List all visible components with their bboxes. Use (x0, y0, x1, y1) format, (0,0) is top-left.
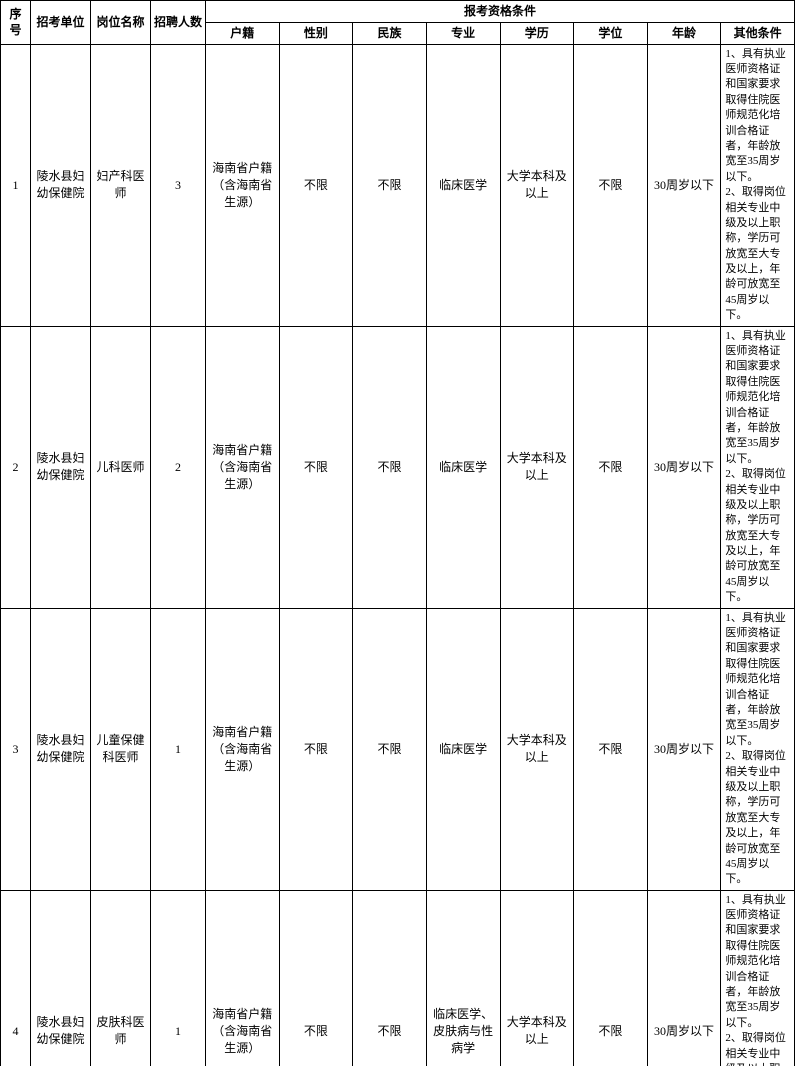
table-header: 序号 招考单位 岗位名称 招聘人数 报考资格条件 户籍 性别 民族 专业 学历 … (1, 1, 795, 45)
cell-nation: 不限 (353, 608, 427, 890)
cell-sex: 不限 (279, 44, 353, 326)
cell-unit: 陵水县妇幼保健院 (31, 44, 91, 326)
cell-huji: 海南省户籍（含海南省生源） (206, 890, 280, 1066)
cell-seq: 4 (1, 890, 31, 1066)
cell-degree: 不限 (574, 44, 648, 326)
cell-major: 临床医学 (426, 326, 500, 608)
cell-edu: 大学本科及以上 (500, 608, 574, 890)
header-huji: 户籍 (206, 22, 280, 44)
cell-edu: 大学本科及以上 (500, 890, 574, 1066)
table-row: 1陵水县妇幼保健院妇产科医师3海南省户籍（含海南省生源）不限不限临床医学大学本科… (1, 44, 795, 326)
cell-major: 临床医学 (426, 608, 500, 890)
cell-other: 1、具有执业医师资格证和国家要求取得住院医师规范化培训合格证者，年龄放宽至35周… (721, 890, 795, 1066)
cell-age: 30周岁以下 (647, 44, 721, 326)
cell-age: 30周岁以下 (647, 608, 721, 890)
cell-sex: 不限 (279, 608, 353, 890)
cell-huji: 海南省户籍（含海南省生源） (206, 608, 280, 890)
header-age: 年龄 (647, 22, 721, 44)
cell-huji: 海南省户籍（含海南省生源） (206, 326, 280, 608)
cell-seq: 2 (1, 326, 31, 608)
cell-huji: 海南省户籍（含海南省生源） (206, 44, 280, 326)
header-unit: 招考单位 (31, 1, 91, 45)
cell-post: 皮肤科医师 (91, 890, 151, 1066)
cell-other: 1、具有执业医师资格证和国家要求取得住院医师规范化培训合格证者，年龄放宽至35周… (721, 608, 795, 890)
cell-post: 儿科医师 (91, 326, 151, 608)
cell-other: 1、具有执业医师资格证和国家要求取得住院医师规范化培训合格证者，年龄放宽至35周… (721, 44, 795, 326)
cell-unit: 陵水县妇幼保健院 (31, 608, 91, 890)
header-row-1: 序号 招考单位 岗位名称 招聘人数 报考资格条件 (1, 1, 795, 23)
cell-nation: 不限 (353, 44, 427, 326)
header-degree: 学位 (574, 22, 648, 44)
cell-age: 30周岁以下 (647, 890, 721, 1066)
cell-num: 3 (151, 44, 206, 326)
cell-degree: 不限 (574, 608, 648, 890)
cell-edu: 大学本科及以上 (500, 44, 574, 326)
header-major: 专业 (426, 22, 500, 44)
header-other: 其他条件 (721, 22, 795, 44)
cell-num: 2 (151, 326, 206, 608)
cell-unit: 陵水县妇幼保健院 (31, 326, 91, 608)
cell-nation: 不限 (353, 326, 427, 608)
cell-degree: 不限 (574, 326, 648, 608)
header-edu: 学历 (500, 22, 574, 44)
cell-sex: 不限 (279, 326, 353, 608)
cell-num: 1 (151, 890, 206, 1066)
cell-major: 临床医学、皮肤病与性病学 (426, 890, 500, 1066)
cell-other: 1、具有执业医师资格证和国家要求取得住院医师规范化培训合格证者，年龄放宽至35周… (721, 326, 795, 608)
cell-major: 临床医学 (426, 44, 500, 326)
table-body: 1陵水县妇幼保健院妇产科医师3海南省户籍（含海南省生源）不限不限临床医学大学本科… (1, 44, 795, 1066)
cell-degree: 不限 (574, 890, 648, 1066)
header-sex: 性别 (279, 22, 353, 44)
header-nation: 民族 (353, 22, 427, 44)
cell-sex: 不限 (279, 890, 353, 1066)
cell-post: 儿童保健科医师 (91, 608, 151, 890)
header-num: 招聘人数 (151, 1, 206, 45)
header-post: 岗位名称 (91, 1, 151, 45)
table-row: 3陵水县妇幼保健院儿童保健科医师1海南省户籍（含海南省生源）不限不限临床医学大学… (1, 608, 795, 890)
header-seq: 序号 (1, 1, 31, 45)
cell-seq: 1 (1, 44, 31, 326)
cell-edu: 大学本科及以上 (500, 326, 574, 608)
cell-age: 30周岁以下 (647, 326, 721, 608)
cell-nation: 不限 (353, 890, 427, 1066)
table-row: 2陵水县妇幼保健院儿科医师2海南省户籍（含海南省生源）不限不限临床医学大学本科及… (1, 326, 795, 608)
table-row: 4陵水县妇幼保健院皮肤科医师1海南省户籍（含海南省生源）不限不限临床医学、皮肤病… (1, 890, 795, 1066)
cell-num: 1 (151, 608, 206, 890)
recruitment-table: 序号 招考单位 岗位名称 招聘人数 报考资格条件 户籍 性别 民族 专业 学历 … (0, 0, 795, 1066)
header-qual-group: 报考资格条件 (206, 1, 795, 23)
cell-seq: 3 (1, 608, 31, 890)
cell-post: 妇产科医师 (91, 44, 151, 326)
cell-unit: 陵水县妇幼保健院 (31, 890, 91, 1066)
